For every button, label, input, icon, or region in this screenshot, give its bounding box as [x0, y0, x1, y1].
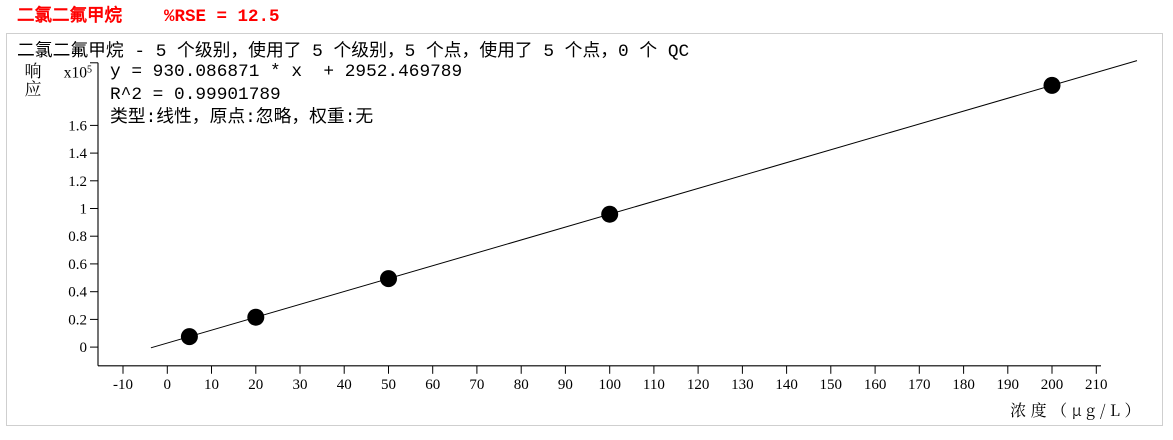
svg-text:x105: x105 — [64, 64, 92, 82]
svg-text:180: 180 — [952, 377, 975, 393]
svg-text:210: 210 — [1085, 377, 1108, 393]
svg-text:0: 0 — [80, 340, 88, 356]
svg-text:10: 10 — [204, 377, 219, 393]
svg-text:50: 50 — [381, 377, 396, 393]
svg-text:0.6: 0.6 — [68, 257, 87, 273]
svg-text:160: 160 — [864, 377, 887, 393]
svg-text:-10: -10 — [113, 377, 133, 393]
svg-text:140: 140 — [775, 377, 798, 393]
svg-text:190: 190 — [997, 377, 1020, 393]
svg-text:100: 100 — [598, 377, 621, 393]
svg-text:120: 120 — [687, 377, 710, 393]
svg-text:150: 150 — [820, 377, 843, 393]
svg-text:170: 170 — [908, 377, 931, 393]
svg-text:应: 应 — [25, 75, 42, 100]
svg-text:80: 80 — [514, 377, 529, 393]
svg-text:20: 20 — [248, 377, 263, 393]
svg-text:1.4: 1.4 — [68, 146, 87, 162]
svg-text:0.4: 0.4 — [68, 285, 87, 301]
svg-text:0.2: 0.2 — [68, 312, 87, 328]
svg-text:110: 110 — [643, 377, 665, 393]
svg-text:浓度（μg/L）: 浓度（μg/L） — [1010, 398, 1145, 421]
svg-text:130: 130 — [731, 377, 754, 393]
svg-text:0: 0 — [164, 377, 172, 393]
svg-text:1.2: 1.2 — [68, 174, 87, 190]
svg-text:30: 30 — [293, 377, 308, 393]
svg-text:70: 70 — [469, 377, 484, 393]
svg-text:1: 1 — [80, 202, 88, 218]
svg-text:1.6: 1.6 — [68, 118, 87, 134]
svg-text:200: 200 — [1041, 377, 1064, 393]
svg-text:90: 90 — [558, 377, 573, 393]
svg-text:40: 40 — [337, 377, 352, 393]
svg-text:60: 60 — [425, 377, 440, 393]
svg-text:0.8: 0.8 — [68, 229, 87, 245]
